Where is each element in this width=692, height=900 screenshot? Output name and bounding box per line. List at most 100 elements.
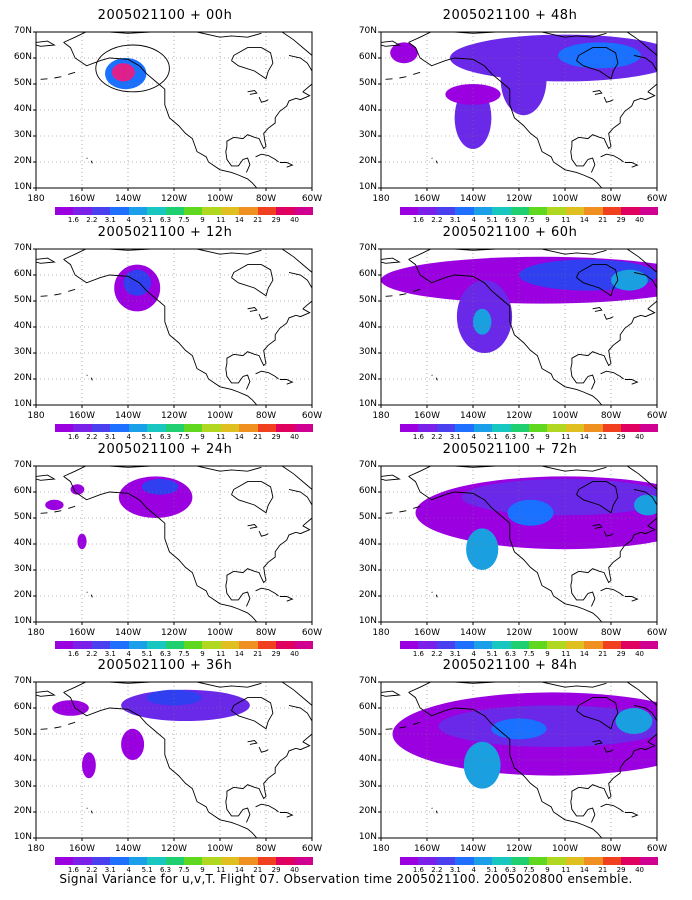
colorbar-label: 1.6 [412, 216, 424, 224]
x-tick-label: 60W [646, 194, 668, 204]
colorbar-label: 3.1 [449, 866, 461, 874]
colorbar-swatch [276, 207, 296, 215]
y-tick-label: 20N [358, 590, 377, 600]
colorbar-label: 7.5 [523, 433, 535, 441]
coastline [541, 32, 607, 38]
colorbar-swatch [257, 641, 277, 649]
colorbar-label: 6.3 [159, 216, 172, 224]
colorbar-swatch [400, 857, 419, 865]
colorbar-swatch [55, 857, 74, 865]
colorbar-label: 4 [126, 650, 131, 658]
colorbar-label: 40 [290, 866, 300, 874]
coastline [90, 810, 93, 814]
x-tick-label: 60W [301, 628, 323, 638]
x-tick-label: 80W [255, 628, 277, 638]
coastline [258, 746, 269, 753]
variance-contour [445, 84, 501, 105]
coastline [281, 249, 312, 273]
colorbar-label: 21 [598, 650, 608, 658]
colorbar-swatch [473, 207, 493, 215]
colorbar-label: 5.1 [486, 650, 498, 658]
x-tick-label: 100W [206, 194, 234, 204]
colorbar-label: 29 [616, 216, 626, 224]
coastline [399, 510, 407, 513]
colorbar-swatch [584, 641, 604, 649]
coastline [413, 288, 421, 292]
x-tick-label: 80W [255, 194, 277, 204]
coastline [592, 524, 603, 529]
coastline [603, 746, 614, 753]
y-tick-label: 50N [13, 295, 32, 305]
variance-contour [82, 752, 96, 779]
y-tick-label: 30N [13, 347, 32, 357]
coastline [408, 466, 497, 477]
colorbar-swatch [510, 424, 530, 432]
coastline [600, 370, 624, 380]
y-tick-label: 70N [358, 26, 377, 36]
colorbar-swatch [128, 207, 148, 215]
coastline [36, 40, 56, 47]
x-tick-label: 100W [206, 628, 234, 638]
x-tick-label: 140W [459, 411, 487, 421]
coastline [592, 307, 603, 312]
colorbar-swatch [184, 857, 203, 865]
coastline [281, 682, 312, 706]
colorbar-swatch [639, 207, 659, 215]
colorbar-swatch [492, 641, 512, 649]
coastline [435, 377, 438, 381]
coastline [63, 682, 152, 693]
colorbar-label: 4 [471, 650, 476, 658]
x-tick-label: 120W [160, 628, 188, 638]
colorbar-label: 1.6 [67, 216, 79, 224]
x-tick-label: 140W [114, 844, 142, 854]
colorbar-swatch [165, 641, 185, 649]
y-tick-label: 30N [358, 347, 377, 357]
colorbar-swatch [239, 641, 259, 649]
coastline [279, 162, 294, 168]
coastline [36, 257, 56, 264]
coastline [626, 32, 657, 56]
y-tick-label: 30N [13, 564, 32, 574]
coastline [413, 71, 421, 75]
figure-caption: Signal Variance for u,v,T. Flight 07. Ob… [59, 872, 633, 886]
colorbar-label: 11 [216, 866, 226, 874]
colorbar-label: 5.1 [486, 216, 498, 224]
x-tick-label: 100W [206, 844, 234, 854]
colorbar-label: 29 [271, 866, 281, 874]
colorbar-label: 29 [271, 433, 281, 441]
colorbar-swatch [165, 424, 185, 432]
colorbar-swatch [400, 207, 419, 215]
map-plot [378, 248, 658, 408]
colorbar-label: 29 [616, 650, 626, 658]
coastline [288, 271, 312, 310]
colorbar-label: 2.2 [86, 866, 98, 874]
coastline [63, 692, 258, 838]
colorbar-swatch [510, 207, 530, 215]
colorbar-label: 4 [126, 433, 131, 441]
colorbar-label: 2.2 [431, 216, 443, 224]
coastline [603, 530, 614, 537]
colorbar-swatch [602, 424, 622, 432]
colorbar-swatch [110, 641, 130, 649]
colorbar-swatch [565, 207, 585, 215]
coastline [541, 466, 607, 472]
y-tick-label: 20N [358, 373, 377, 383]
colorbar-label: 7.5 [178, 216, 190, 224]
y-tick-label: 60N [358, 486, 377, 496]
colorbar-swatch [584, 207, 604, 215]
colorbar-label: 14 [234, 433, 244, 441]
x-tick-label: 120W [160, 411, 188, 421]
coastline [242, 807, 251, 823]
colorbar-swatch [73, 641, 93, 649]
colorbar-swatch [418, 207, 438, 215]
colorbar-label: 7.5 [178, 433, 190, 441]
coastline [570, 796, 589, 817]
colorbar-swatch [184, 424, 203, 432]
coastline [600, 587, 624, 597]
coastline [626, 249, 657, 273]
colorbar-swatch [621, 641, 641, 649]
coastline [63, 466, 152, 477]
map-plot [33, 248, 313, 408]
colorbar-label: 40 [635, 866, 645, 874]
coastline [408, 476, 603, 622]
